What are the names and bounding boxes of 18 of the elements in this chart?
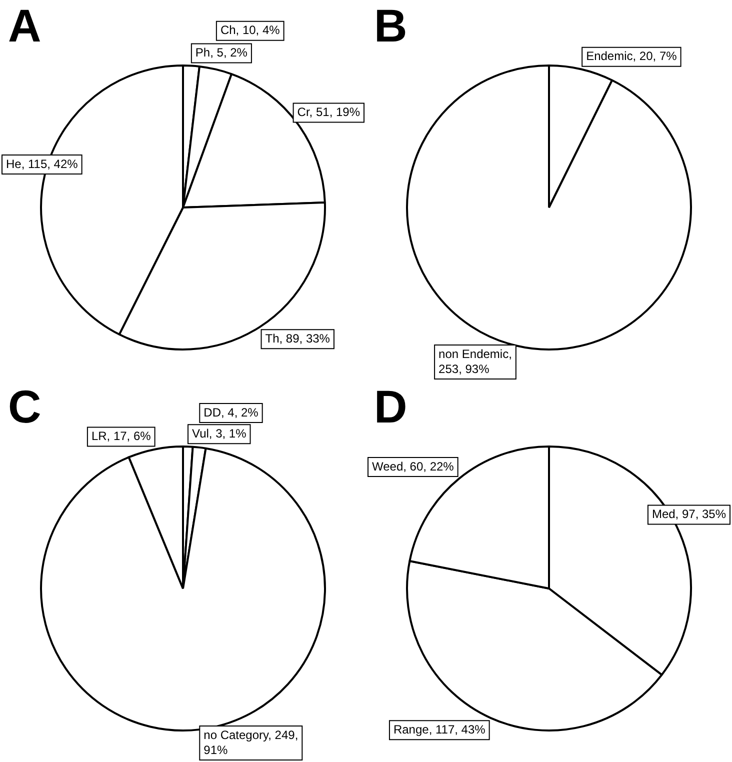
chart-title: D [374,380,408,433]
slice-label: Weed, 60, 22% [372,459,454,474]
slice-label: Med, 97, 35% [652,507,726,522]
slice-label: Ph, 5, 2% [195,46,248,60]
chart-title: C [8,380,42,433]
slice-label: Range, 117, 43% [393,722,486,736]
slice-label: non Endemic, 253, 93% [438,346,512,376]
chart-title: A [8,0,42,52]
slice-label: no Category, 249, 91% [204,728,298,757]
slice-label: LR, 17, 6% [91,429,152,444]
slice-label: Vul, 3, 1% [192,426,247,440]
slice-label: Cr, 51, 19% [297,105,360,120]
slice-label: Ch, 10, 4% [220,23,280,38]
slice-label: Endemic, 20, 7% [586,49,678,64]
slice-label: He, 115, 42% [6,156,78,171]
slice-label: Th, 89, 33% [265,331,330,346]
slice-label: DD, 4, 2% [204,405,259,420]
chart-title: B [374,0,408,52]
